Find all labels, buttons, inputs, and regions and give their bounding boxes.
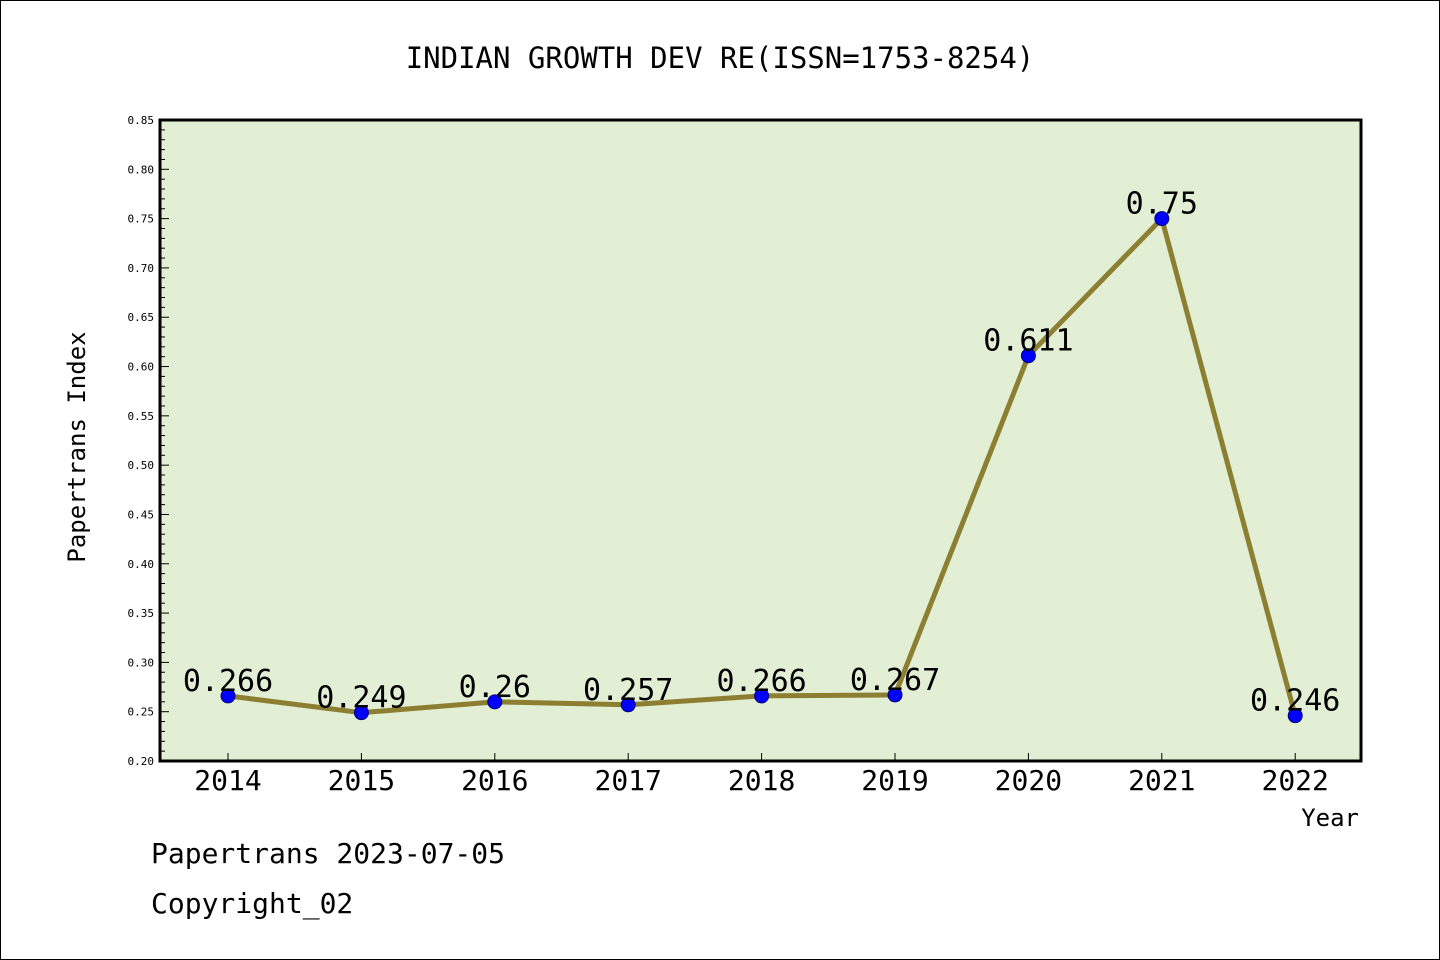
y-tick-label: 0.55 xyxy=(128,410,155,423)
y-tick-label: 0.50 xyxy=(128,459,155,472)
y-tick-label: 0.75 xyxy=(128,213,155,226)
data-point xyxy=(220,688,236,704)
x-tick-label: 2020 xyxy=(995,764,1062,797)
data-label: 0.611 xyxy=(983,324,1073,359)
x-tick-label: 2022 xyxy=(1261,764,1328,797)
data-label: 0.246 xyxy=(1250,684,1340,719)
data-point xyxy=(1154,211,1170,227)
y-tick-label: 0.30 xyxy=(128,656,155,669)
data-label: 0.26 xyxy=(459,670,531,705)
x-tick-label: 2015 xyxy=(328,764,395,797)
series-layer: 0.266 0.249 0.26 0.257 0.266 0.267 0.611 0.75 0.… xyxy=(183,187,1340,724)
x-tick-label: 2019 xyxy=(861,764,928,797)
data-label: 0.257 xyxy=(583,673,673,708)
data-point xyxy=(620,697,636,713)
x-tick-label: 2021 xyxy=(1128,764,1195,797)
y-tick-label: 0.70 xyxy=(128,262,155,275)
y-tick-label: 0.20 xyxy=(128,755,155,768)
x-tick-label: 2014 xyxy=(194,764,261,797)
y-axis-label: Papertrans Index xyxy=(63,331,91,562)
data-point xyxy=(754,688,770,704)
data-label: 0.266 xyxy=(716,664,806,699)
data-point xyxy=(887,687,903,703)
y-tick-label: 0.45 xyxy=(128,508,155,521)
data-point xyxy=(353,705,369,721)
x-tick-label: 2018 xyxy=(728,764,795,797)
x-axis: 2014 2015 2016 2017 2018 2019 2020 2021 2022 xyxy=(194,753,1329,797)
y-tick-label: 0.35 xyxy=(128,607,155,620)
data-label: 0.266 xyxy=(183,664,273,699)
y-axis: 0.20 0.25 0.30 0.35 0.40 0.45 0.50 0.55 0.60 0.65… xyxy=(128,114,169,768)
plot-area xyxy=(158,118,1363,763)
y-tick-label: 0.85 xyxy=(128,114,155,127)
data-label: 0.75 xyxy=(1126,187,1198,222)
x-axis-label: Year xyxy=(1301,804,1359,832)
y-tick-label: 0.65 xyxy=(128,311,155,324)
data-label: 0.249 xyxy=(316,681,406,716)
y-tick-label: 0.80 xyxy=(128,163,155,176)
data-point xyxy=(487,694,503,710)
footer-date: Papertrans 2023-07-05 xyxy=(151,837,506,870)
x-tick-label: 2017 xyxy=(594,764,661,797)
data-label: 0.267 xyxy=(850,663,940,698)
y-tick-label: 0.25 xyxy=(128,706,155,719)
data-point xyxy=(1287,708,1303,724)
y-tick-label: 0.40 xyxy=(128,558,155,571)
y-tick-label: 0.60 xyxy=(128,361,155,374)
chart-title: INDIAN GROWTH DEV RE(ISSN=1753-8254) xyxy=(406,41,1035,75)
data-point xyxy=(1020,348,1036,364)
footer-copyright: Copyright_02 xyxy=(151,887,354,920)
x-tick-label: 2016 xyxy=(461,764,528,797)
